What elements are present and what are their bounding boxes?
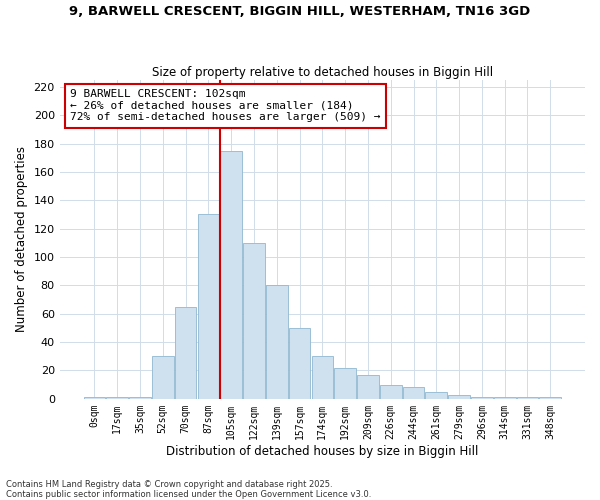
Bar xyxy=(448,394,470,399)
Y-axis label: Number of detached properties: Number of detached properties xyxy=(15,146,28,332)
Bar xyxy=(539,398,561,399)
Bar xyxy=(243,243,265,399)
Text: 9 BARWELL CRESCENT: 102sqm
← 26% of detached houses are smaller (184)
72% of sem: 9 BARWELL CRESCENT: 102sqm ← 26% of deta… xyxy=(70,89,380,122)
X-axis label: Distribution of detached houses by size in Biggin Hill: Distribution of detached houses by size … xyxy=(166,444,479,458)
Bar xyxy=(289,328,310,399)
Bar xyxy=(311,356,333,399)
Bar xyxy=(83,398,105,399)
Text: Contains HM Land Registry data © Crown copyright and database right 2025.
Contai: Contains HM Land Registry data © Crown c… xyxy=(6,480,371,499)
Bar xyxy=(197,214,219,399)
Bar xyxy=(517,398,538,399)
Bar xyxy=(266,286,287,399)
Bar xyxy=(471,398,493,399)
Bar xyxy=(175,306,196,399)
Bar xyxy=(220,150,242,399)
Bar xyxy=(334,368,356,399)
Bar xyxy=(129,398,151,399)
Bar xyxy=(494,398,515,399)
Bar xyxy=(425,392,447,399)
Bar xyxy=(106,398,128,399)
Bar xyxy=(357,374,379,399)
Text: 9, BARWELL CRESCENT, BIGGIN HILL, WESTERHAM, TN16 3GD: 9, BARWELL CRESCENT, BIGGIN HILL, WESTER… xyxy=(70,5,530,18)
Bar xyxy=(152,356,173,399)
Title: Size of property relative to detached houses in Biggin Hill: Size of property relative to detached ho… xyxy=(152,66,493,78)
Bar xyxy=(380,384,401,399)
Bar xyxy=(403,388,424,399)
